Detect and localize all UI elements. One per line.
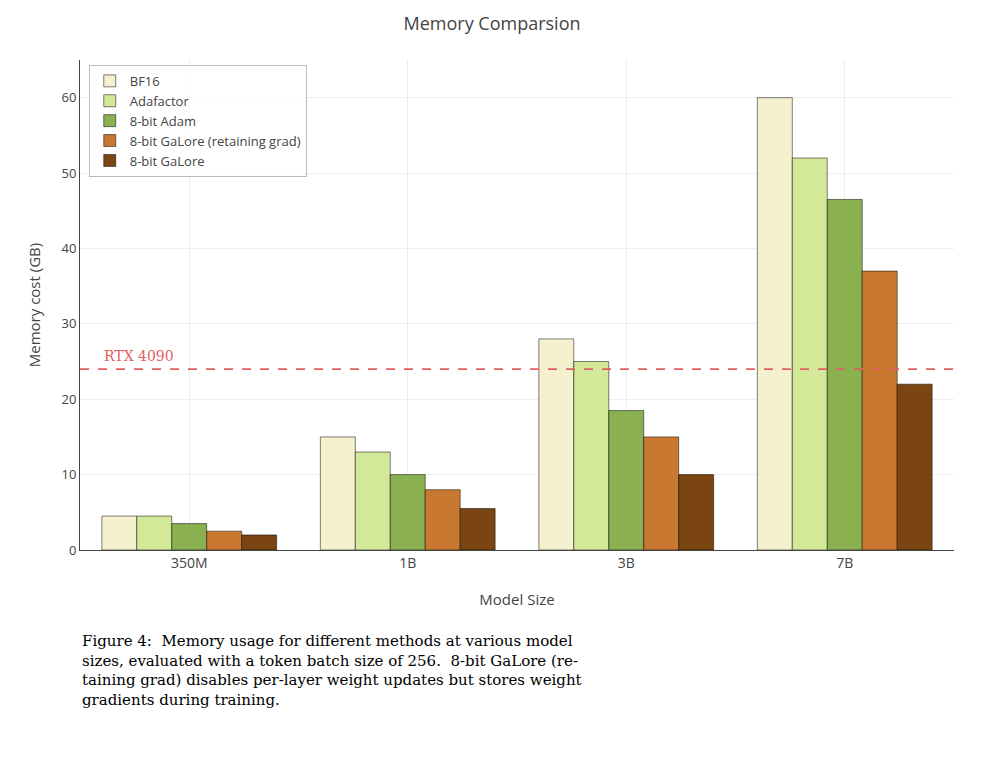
svg-text:20: 20 [62,390,77,408]
svg-text:Adafactor: Adafactor [130,92,190,110]
svg-text:8-bit GaLore (retaining grad): 8-bit GaLore (retaining grad) [130,132,301,150]
svg-text:Memory Comparsion: Memory Comparsion [403,11,580,35]
svg-text:10: 10 [62,465,77,483]
svg-text:8-bit GaLore: 8-bit GaLore [130,152,205,170]
svg-text:1B: 1B [399,553,416,572]
svg-text:RTX 4090: RTX 4090 [104,348,174,364]
svg-text:3B: 3B [618,553,635,572]
svg-text:0: 0 [69,541,76,559]
svg-text:30: 30 [62,314,77,332]
svg-text:40: 40 [62,239,77,257]
svg-text:7B: 7B [836,553,853,572]
svg-text:60: 60 [62,88,77,106]
svg-text:50: 50 [62,164,77,182]
svg-text:Figure 4: Memory usage for di: Figure 4: Memory usage for different met… [82,632,582,709]
svg-text:350M: 350M [171,553,208,572]
svg-text:BF16: BF16 [130,72,160,90]
svg-text:Model Size: Model Size [479,589,554,609]
svg-text:8-bit Adam: 8-bit Adam [130,112,196,130]
svg-text:Memory cost (GB): Memory cost (GB) [24,243,44,367]
